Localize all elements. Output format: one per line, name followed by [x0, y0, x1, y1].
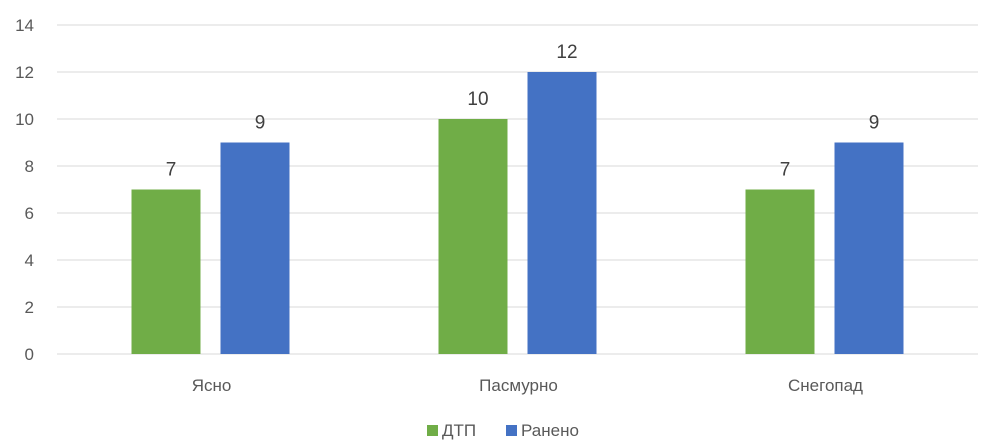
y-tick-label: 10	[15, 110, 34, 129]
bar-Ранено-Ясно	[220, 142, 290, 354]
y-tick-label: 0	[25, 345, 34, 364]
legend-label: ДТП	[442, 421, 476, 440]
bar-ДТП-Пасмурно	[438, 119, 508, 354]
x-category-label: Пасмурно	[479, 376, 558, 395]
bars	[131, 72, 904, 354]
y-tick-label: 4	[25, 251, 34, 270]
x-category-label: Снегопад	[788, 376, 863, 395]
bar-ДТП-Ясно	[131, 189, 201, 354]
legend: ДТП Ранено	[427, 421, 579, 440]
bar-ДТП-Снегопад	[745, 189, 815, 354]
data-label: 10	[467, 89, 488, 110]
legend-label: Ранено	[521, 421, 579, 440]
data-labels: 7 9 10 12 7 9	[166, 42, 880, 181]
x-axis-category-labels: Ясно Пасмурно Снегопад	[192, 376, 863, 395]
y-tick-label: 6	[25, 204, 34, 223]
data-label: 7	[780, 160, 791, 181]
data-label: 12	[556, 42, 577, 63]
y-axis-tick-labels: 0 2 4 6 8 10 12 14	[15, 16, 34, 364]
data-label: 9	[255, 113, 266, 134]
bar-Ранено-Снегопад	[834, 142, 904, 354]
x-category-label: Ясно	[192, 376, 232, 395]
y-tick-label: 8	[25, 157, 34, 176]
y-tick-label: 14	[15, 16, 34, 35]
data-label: 7	[166, 160, 177, 181]
gridlines	[57, 24, 978, 355]
legend-swatch	[427, 425, 438, 436]
y-tick-label: 12	[15, 63, 34, 82]
legend-swatch	[506, 425, 517, 436]
bar-Ранено-Пасмурно	[527, 72, 597, 354]
data-label: 9	[869, 113, 880, 134]
y-tick-label: 2	[25, 298, 34, 317]
